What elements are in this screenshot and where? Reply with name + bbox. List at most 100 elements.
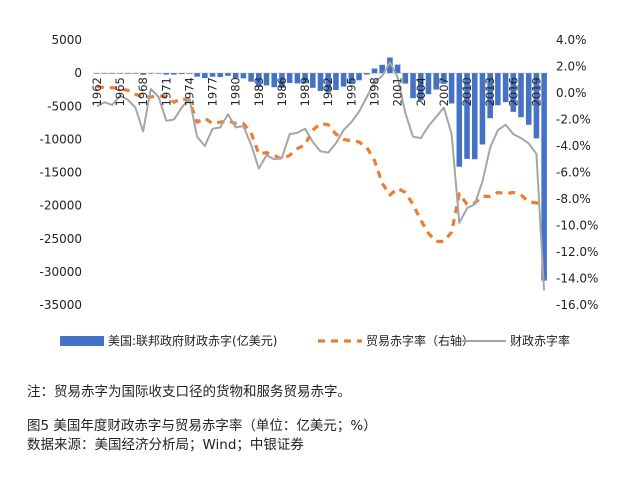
right-axis-tick-label: -8.0% xyxy=(556,192,591,206)
right-axis-tick-labels: 4.0% 2.0% 0.0% -2.0% -4.0% -6.0% -8.0% -10.0% -1… xyxy=(556,33,598,312)
bar xyxy=(256,73,262,87)
bar xyxy=(325,73,331,93)
left-axis-tick-label: -5000 xyxy=(47,99,82,113)
x-axis-tick-label: 1983 xyxy=(252,77,266,106)
right-axis-tick-label: 2.0% xyxy=(556,60,587,74)
data-source: 数据来源：美国经济分析局；Wind；中银证券 xyxy=(27,437,304,453)
bar xyxy=(148,72,154,74)
x-axis-tick-label: 1995 xyxy=(344,77,358,106)
bar xyxy=(363,73,370,75)
bar xyxy=(171,73,177,75)
x-axis-tick-label: 2019 xyxy=(529,77,543,106)
bar xyxy=(541,73,547,281)
x-axis-tick-label: 1998 xyxy=(367,77,381,106)
left-axis-tick-label: 5000 xyxy=(51,33,82,47)
bar xyxy=(155,73,162,74)
bar-series-fiscal-deficit xyxy=(94,57,547,281)
bar xyxy=(271,73,278,88)
bar xyxy=(340,73,347,87)
bar xyxy=(225,73,231,76)
legend-label: 贸易赤字率（右轴） xyxy=(366,333,474,348)
left-axis-tick-label: -10000 xyxy=(39,132,82,146)
bar xyxy=(117,73,123,74)
bar xyxy=(417,73,424,101)
bar xyxy=(302,73,308,84)
x-axis-tick-label: 1962 xyxy=(90,77,104,106)
left-axis-tick-label: -30000 xyxy=(39,265,82,279)
bar xyxy=(101,73,108,74)
bar xyxy=(471,73,478,160)
x-axis-tick-label: 2007 xyxy=(437,77,451,106)
bar xyxy=(518,73,524,118)
bar xyxy=(248,73,254,82)
left-axis-tick-label: -15000 xyxy=(39,166,82,180)
bar xyxy=(371,68,378,74)
bar xyxy=(317,73,324,91)
x-axis-tick-label: 2016 xyxy=(506,77,520,106)
bar xyxy=(456,73,463,167)
right-axis-tick-label: -6.0% xyxy=(556,166,591,180)
left-axis-tick-label: -35000 xyxy=(39,298,82,312)
bar xyxy=(348,73,355,84)
right-axis-tick-label: -4.0% xyxy=(556,139,591,153)
fiscal-deficit-ratio-line xyxy=(96,61,546,291)
bar xyxy=(502,73,509,103)
chart: 1962 1965 1968 1971 1974 1977 1980 1983 1986 1989… xyxy=(39,33,598,348)
bar xyxy=(448,73,455,104)
left-axis-tick-label: -25000 xyxy=(39,232,82,246)
x-axis-tick-label: 1992 xyxy=(321,77,335,106)
bar xyxy=(132,73,139,74)
right-axis-tick-label: -2.0% xyxy=(556,113,591,127)
right-axis-tick-label: -10.0% xyxy=(556,219,598,233)
bar xyxy=(163,73,170,75)
x-axis-tick-label: 1968 xyxy=(136,77,150,106)
x-axis-tick-label: 2001 xyxy=(391,77,405,106)
bar xyxy=(109,73,116,74)
bar xyxy=(425,73,432,95)
bar xyxy=(394,64,401,74)
bar xyxy=(433,73,439,90)
x-axis-tick-label: 1980 xyxy=(229,77,243,106)
bar xyxy=(263,73,270,86)
bar xyxy=(186,73,193,74)
bar xyxy=(479,73,486,145)
legend: 美国:联邦政府财政赤字(亿美元) 贸易赤字率（右轴） 财政赤字率 xyxy=(60,333,570,348)
x-axis-tick-label: 2013 xyxy=(483,77,497,106)
bar xyxy=(464,73,470,159)
bar xyxy=(510,73,517,112)
x-axis-tick-label: 1971 xyxy=(159,77,173,106)
left-axis-tick-labels: 5000 0 -5000 -10000 -15000 -20000 -25000 -30000… xyxy=(39,33,82,312)
bar xyxy=(240,73,247,79)
bar xyxy=(441,73,447,84)
right-axis-tick-label: -14.0% xyxy=(556,272,598,286)
bar xyxy=(333,73,339,91)
figure-caption: 图5 美国年度财政赤字与贸易赤字率（单位：亿美元；%） xyxy=(27,418,377,434)
bar xyxy=(495,73,501,106)
bar xyxy=(279,73,285,88)
line-series xyxy=(96,61,546,291)
right-axis-tick-label: 4.0% xyxy=(556,33,587,47)
chart-note: 注：贸易赤字为国际收支口径的货物和服务贸易赤字。 xyxy=(27,384,351,400)
x-axis-tick-labels: 1962 1965 1968 1971 1974 1977 1980 1983 1986 1989… xyxy=(90,77,544,106)
legend-label: 美国:联邦政府财政赤字(亿美元) xyxy=(108,333,277,348)
right-axis-tick-label: 0.0% xyxy=(556,86,587,100)
x-axis-tick-label: 1974 xyxy=(182,77,196,106)
bar xyxy=(379,64,385,74)
legend-swatch-bar xyxy=(60,336,104,346)
x-axis-tick-label: 1986 xyxy=(275,77,289,106)
bar xyxy=(294,73,301,84)
x-axis-tick-label: 2010 xyxy=(460,77,474,106)
bar xyxy=(209,73,216,77)
bar xyxy=(525,73,532,125)
bar xyxy=(356,73,362,81)
bar xyxy=(402,73,409,84)
right-axis-tick-label: -16.0% xyxy=(556,298,598,312)
bar xyxy=(410,73,416,99)
bar xyxy=(533,73,540,139)
bar xyxy=(140,73,146,75)
bar xyxy=(286,73,293,84)
left-axis-tick-label: 0 xyxy=(74,66,82,80)
legend-label: 财政赤字率 xyxy=(510,333,570,348)
bar xyxy=(202,73,208,79)
bar xyxy=(487,73,493,119)
